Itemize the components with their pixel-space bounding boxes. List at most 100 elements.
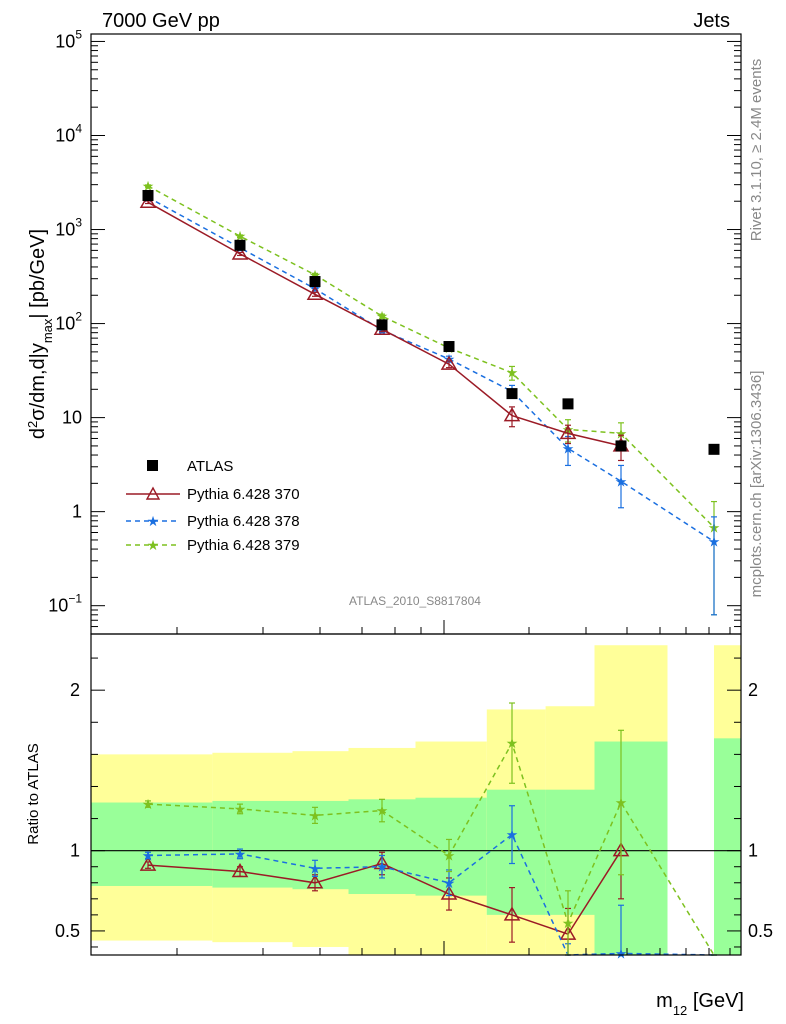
legend-marker-atlas (147, 460, 158, 471)
y-tick-label: 102 (55, 310, 82, 334)
ratio-y-tick-label-left: 2 (70, 680, 80, 700)
ratio-y-tick-label-right: 2 (748, 680, 758, 700)
ylabel-sup: 2 (25, 421, 40, 428)
main-point-atlas (309, 276, 321, 288)
main-point-atlas (615, 440, 627, 452)
y-tick-exponent: −1 (68, 592, 82, 606)
y-tick-label: 10−1 (48, 592, 82, 616)
main-point-pythia-6-428-370 (139, 193, 157, 209)
y-tick-base: 10 (55, 31, 75, 51)
ratio-line-pythia-6-428-378 (147, 833, 715, 956)
mcplots-label: mcplots.cern.ch [arXiv:1306.3436] (748, 371, 765, 598)
y-tick-base: 10 (55, 314, 75, 334)
legend-marker-379: ★ (147, 537, 160, 553)
xlabel-sub: 12 (673, 1003, 687, 1018)
axes-ticks (91, 40, 741, 955)
green-band-8 (594, 741, 668, 955)
main-point-pythia-6-428-370 (559, 424, 577, 440)
main-point-atlas (506, 388, 518, 400)
ratio-y-axis-label: Ratio to ATLAS (25, 743, 42, 844)
ratio-point-pythia-6-428-379: ★ (506, 735, 519, 751)
main-point-pythia-6-428-378: ★ (615, 473, 628, 489)
ratio-uncertainty-bands (91, 645, 741, 955)
ratio-line-pythia-6-428-370 (147, 850, 622, 936)
ratio-point-pythia-6-428-370 (231, 863, 249, 878)
main-point-pythia-6-428-370 (306, 285, 324, 301)
ratio-point-pythia-6-428-370 (306, 874, 324, 889)
ylabel-sub: max (40, 318, 55, 343)
y-tick-label: 1 (72, 502, 82, 522)
ratio-point-pythia-6-428-378: ★ (142, 847, 155, 863)
ratio-point-pythia-6-428-370 (440, 885, 458, 900)
ratio-point-pythia-6-428-378: ★ (443, 875, 456, 891)
ylabel-mid: σ/dm,d|y (27, 343, 49, 421)
ratio-point-pythia-6-428-378: ★ (376, 859, 389, 875)
main-point-atlas (376, 319, 388, 331)
ratio-point-pythia-6-428-378: ★ (234, 846, 247, 862)
legend-marker-378: ★ (147, 513, 160, 529)
header-right-label: Jets (693, 10, 730, 32)
green-band-5 (415, 797, 487, 896)
ratio-point-pythia-6-428-379: ★ (142, 796, 155, 812)
y-tick-exponent: 3 (75, 216, 82, 230)
ratio-plot-frame (90, 633, 742, 956)
legend-label-379: Pythia 6.428 379 (187, 537, 300, 554)
y-tick-label: 105 (55, 27, 82, 51)
main-y-axis-label: d2σ/dm,d|ymax| [pb/GeV] (25, 229, 55, 439)
legend-entry-378: ★ Pythia 6.428 378 (126, 513, 300, 530)
ratio-y-tick-label-left: 0.5 (55, 921, 80, 941)
ratio-point-pythia-6-428-379: ★ (562, 915, 575, 931)
legend-label-370: Pythia 6.428 370 (187, 486, 300, 503)
y-tick-base: 10 (62, 408, 82, 428)
ratio-point-pythia-6-428-370 (139, 856, 157, 871)
main-point-atlas (234, 239, 246, 251)
y-tick-base: 10 (55, 220, 75, 240)
ratio-point-pythia-6-428-378: ★ (309, 860, 322, 876)
legend-entry-atlas: ATLAS (147, 458, 233, 475)
main-line-pythia-6-428-370 (147, 201, 622, 447)
ratio-point-pythia-6-428-379: ★ (376, 803, 389, 819)
y-tick-exponent: 2 (75, 310, 82, 324)
ratio-y-tick-label-right: 0.5 (748, 921, 773, 941)
y-tick-base: 10 (55, 125, 75, 145)
green-band-7 (545, 789, 595, 915)
x-axis-label: m12 [GeV] (656, 990, 744, 1018)
ratio-point-pythia-6-428-378: ★ (615, 945, 628, 961)
ratio-point-pythia-6-428-370 (503, 906, 521, 921)
ratio-point-pythia-6-428-379: ★ (309, 807, 322, 823)
main-point-pythia-6-428-379: ★ (615, 425, 628, 441)
green-band-9 (714, 738, 741, 955)
main-series-layer: ★★★★★★★★★★★★★★★★★★ (139, 178, 721, 616)
green-band-2 (212, 800, 293, 888)
xlabel-main: m (656, 990, 673, 1012)
main-point-atlas (708, 443, 720, 455)
legend-marker-370 (145, 486, 161, 500)
ratio-point-pythia-6-428-379: ★ (443, 847, 456, 863)
analysis-tag: ATLAS_2010_S8817804 (349, 594, 481, 608)
main-point-atlas (142, 190, 154, 202)
ratio-point-pythia-6-428-379: ★ (615, 795, 628, 811)
legend-entry-370: Pythia 6.428 370 (126, 486, 300, 503)
ylabel-end: | [pb/GeV] (27, 229, 49, 319)
main-point-pythia-6-428-370 (503, 407, 521, 422)
y-tick-label: 104 (55, 121, 82, 145)
ratio-point-pythia-6-428-379: ★ (234, 801, 247, 817)
main-point-pythia-6-428-370 (231, 245, 249, 260)
main-point-pythia-6-428-379: ★ (506, 365, 519, 381)
green-band-1 (91, 802, 213, 886)
y-tick-label: 10 (62, 408, 82, 428)
main-point-pythia-6-428-370 (440, 355, 458, 370)
main-point-atlas (443, 341, 455, 353)
main-point-atlas (562, 398, 574, 410)
ratio-y-tick-labels: 2 2 1 1 0.5 0.5 (55, 680, 773, 941)
ratio-series-layer: ★ ★ ★ ★ ★ ★ ★ ★ ★ ★ ★ ★ ★ ★ ★ (139, 702, 717, 961)
legend-label-atlas: ATLAS (187, 458, 233, 475)
ratio-y-tick-label-right: 1 (748, 841, 758, 861)
xlabel-unit: [GeV] (687, 990, 744, 1012)
y-tick-base: 10 (48, 596, 68, 616)
main-point-pythia-6-428-378: ★ (708, 534, 721, 550)
main-point-pythia-6-428-378: ★ (562, 440, 575, 456)
y-tick-exponent: 4 (75, 121, 82, 135)
y-tick-exponent: 5 (75, 27, 82, 41)
